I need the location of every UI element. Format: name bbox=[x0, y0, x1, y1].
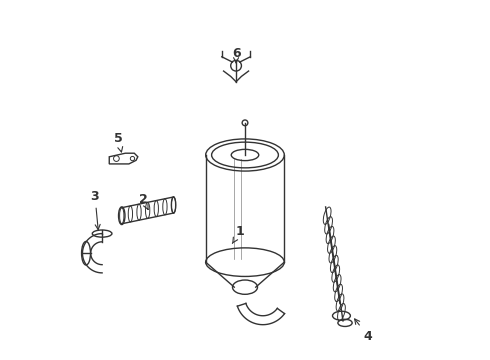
Text: 3: 3 bbox=[91, 190, 100, 230]
Text: 2: 2 bbox=[139, 193, 148, 210]
Text: 5: 5 bbox=[114, 132, 122, 152]
Text: 6: 6 bbox=[232, 47, 241, 63]
Circle shape bbox=[242, 120, 248, 126]
Text: 1: 1 bbox=[232, 225, 244, 243]
Text: 4: 4 bbox=[355, 319, 372, 343]
